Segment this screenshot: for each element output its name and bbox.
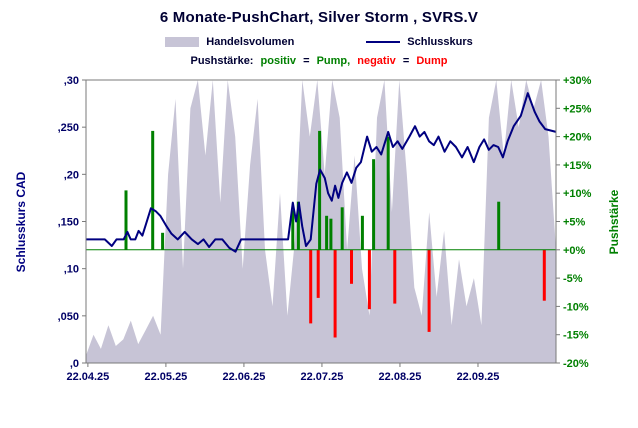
legend-item-close: Schlusskurs bbox=[366, 36, 473, 48]
chart-title: 6 Monate-PushChart, Silver Storm , SVRS.… bbox=[159, 9, 479, 26]
dump-bar bbox=[316, 249, 320, 298]
right-tick-label: +25% bbox=[563, 103, 592, 115]
pump-bar bbox=[497, 201, 501, 250]
push-legend-prefix: Pushstärke: bbox=[190, 55, 254, 67]
right-tick-label: +0% bbox=[563, 245, 586, 257]
right-tick-label: -15% bbox=[563, 330, 589, 342]
right-tick-label: -10% bbox=[563, 301, 589, 313]
equals-sign-1: = bbox=[303, 55, 310, 67]
pump-bar bbox=[318, 130, 322, 250]
pump-bar bbox=[372, 159, 376, 250]
dump-label: Dump bbox=[416, 55, 448, 67]
right-tick-label: +20% bbox=[563, 132, 592, 144]
dump-bar bbox=[542, 249, 546, 301]
x-tick-label: 22.05.25 bbox=[144, 371, 187, 383]
dump-bar bbox=[427, 249, 431, 332]
x-tick-label: 22.06.25 bbox=[223, 371, 266, 383]
x-tick-label: 22.07.25 bbox=[301, 371, 344, 383]
dump-bar bbox=[350, 249, 353, 284]
close-price-line bbox=[86, 92, 557, 253]
dump-bar bbox=[333, 249, 337, 338]
left-tick-label: ,250 bbox=[58, 122, 79, 134]
right-tick-label: -5% bbox=[563, 273, 583, 285]
x-tick-label: 22.09.25 bbox=[457, 371, 500, 383]
left-tick-label: ,050 bbox=[58, 311, 79, 323]
legend-item-volume: Handelsvolumen bbox=[165, 36, 294, 48]
x-tick-label: 22.08.25 bbox=[379, 371, 422, 383]
left-tick-label: ,150 bbox=[58, 217, 79, 229]
pump-bar bbox=[124, 190, 128, 250]
volume-swatch-icon bbox=[165, 37, 200, 47]
close-line-swatch-icon bbox=[366, 41, 401, 43]
pump-bar bbox=[360, 215, 364, 250]
equals-sign-2: = bbox=[402, 55, 410, 67]
pump-bar bbox=[291, 210, 295, 250]
pump-bar bbox=[340, 207, 344, 250]
volume-legend-label: Handelsvolumen bbox=[206, 36, 295, 48]
right-tick-label: +5% bbox=[563, 217, 586, 229]
left-tick-label: ,30 bbox=[64, 75, 79, 87]
left-tick-label: ,0 bbox=[70, 358, 79, 370]
legend-row-2: Pushstärke: positiv = Pump, negativ = Du… bbox=[0, 55, 638, 67]
x-tick-label: 22.04.25 bbox=[66, 371, 109, 383]
right-tick-label: +30% bbox=[563, 75, 592, 87]
pump-bar bbox=[386, 136, 390, 250]
pump-bar bbox=[151, 130, 155, 250]
dump-bar bbox=[309, 249, 313, 324]
left-tick-label: ,20 bbox=[64, 169, 79, 181]
right-tick-label: -20% bbox=[563, 358, 589, 370]
close-legend-label: Schlusskurs bbox=[407, 36, 473, 48]
right-tick-label: +15% bbox=[563, 160, 592, 172]
pump-bar bbox=[161, 232, 165, 250]
pump-bar bbox=[325, 215, 329, 250]
left-tick-label: ,10 bbox=[64, 264, 79, 276]
positiv-label: positiv bbox=[260, 55, 296, 67]
dump-bar bbox=[393, 249, 397, 304]
dump-bar bbox=[367, 249, 371, 310]
pump-bar bbox=[296, 201, 300, 250]
pump-label: Pump, bbox=[316, 55, 351, 67]
right-tick-label: +10% bbox=[563, 188, 592, 200]
pump-bar bbox=[329, 218, 333, 250]
negativ-label: negativ bbox=[357, 55, 396, 67]
legend-row-1: Handelsvolumen Schlusskurs bbox=[0, 36, 638, 48]
